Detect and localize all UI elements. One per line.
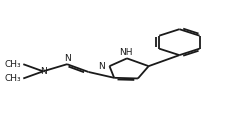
Text: N: N [99, 62, 105, 71]
Text: N: N [40, 67, 46, 76]
Text: CH₃: CH₃ [5, 60, 21, 69]
Text: CH₃: CH₃ [5, 74, 21, 83]
Text: NH: NH [119, 48, 133, 57]
Text: N: N [64, 54, 71, 63]
